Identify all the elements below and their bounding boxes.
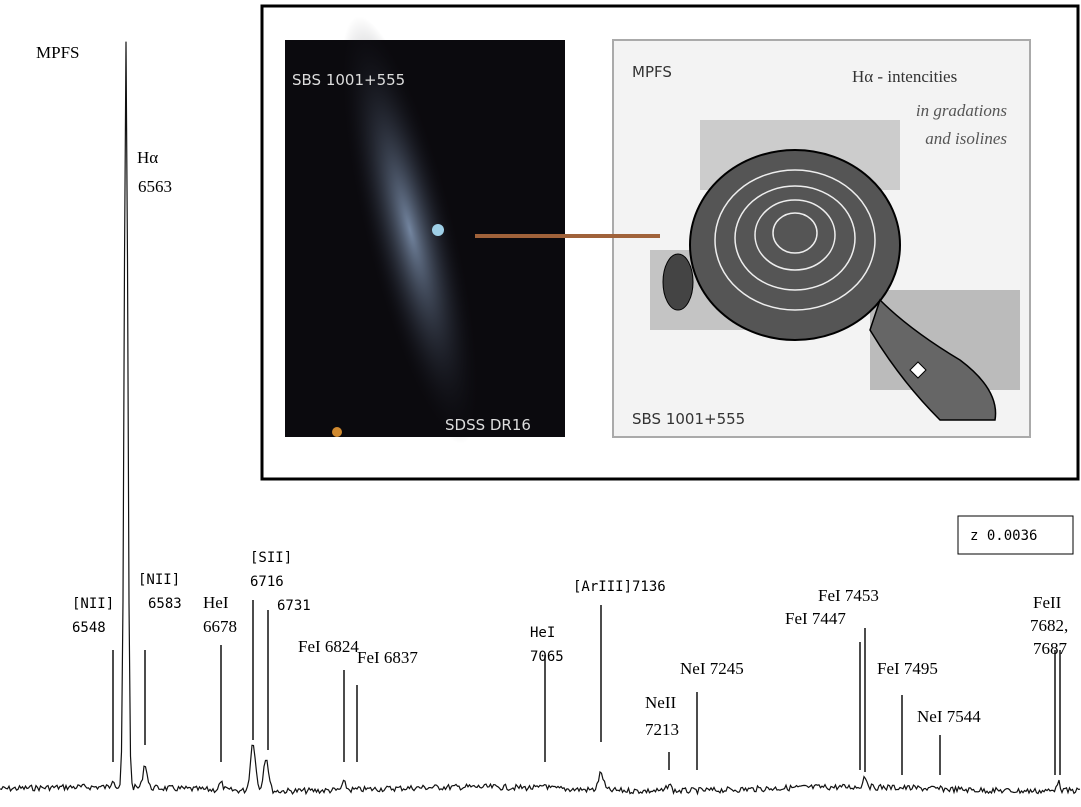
knot [432,224,444,236]
optical-object: SBS 1001+555 [292,71,405,89]
instrument: MPFS [36,43,79,62]
map-subtitle: in gradations [916,101,1008,120]
line-label: [ArIII]7136 [573,579,666,595]
line-label: HeI [530,625,555,641]
line-label: 7213 [645,720,679,739]
redshift: z 0.0036 [970,528,1037,544]
line-label: 6678 [203,617,237,636]
line-label: NeI 7544 [917,707,981,726]
map-title: Hα - intencities [852,67,957,86]
line-label: NeII [645,693,676,712]
star [332,427,342,437]
line-label: HeI [203,593,229,612]
map-object: SBS 1001+555 [632,410,745,428]
figure: SBS 1001+555 SDSS DR16 MPFS Hα - intenci… [0,0,1081,807]
line-label: 6583 [148,596,182,612]
line-label: FeI 7453 [818,586,879,605]
page: SBS 1001+555 SDSS DR16 MPFS Hα - intenci… [0,0,1081,807]
line-label: [NII] [72,596,114,612]
map-instrument: MPFS [632,63,672,81]
line-label: 6548 [72,620,106,636]
line-label: 7687 [1033,639,1068,658]
line-label: 7065 [530,649,564,665]
line-label: FeI 7447 [785,609,846,628]
line-label: 6563 [138,177,172,196]
line-label: FeI 6824 [298,637,359,656]
optical-survey: SDSS DR16 [445,416,531,434]
line-label: [NII] [138,572,180,588]
map-subtitle: and isolines [925,129,1007,148]
line-label: Hα [137,148,158,167]
line-label: 6731 [277,598,311,614]
line-label: [SII] [250,550,292,566]
line-label: FeI 7495 [877,659,938,678]
line-label: FeII [1033,593,1062,612]
line-label: 6716 [250,574,284,590]
line-label: FeI 6837 [357,648,418,667]
line-label: 7682, [1030,616,1068,635]
line-label: NeI 7245 [680,659,744,678]
